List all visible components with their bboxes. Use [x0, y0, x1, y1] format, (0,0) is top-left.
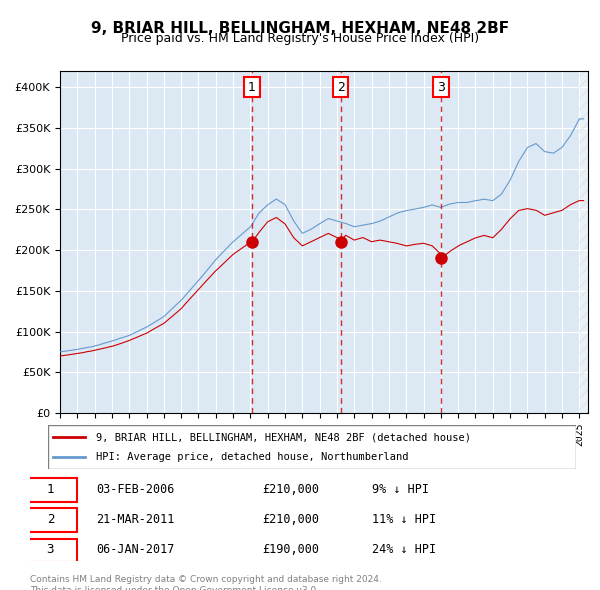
Text: 21-MAR-2011: 21-MAR-2011 [96, 513, 175, 526]
FancyBboxPatch shape [48, 425, 576, 469]
Text: 24% ↓ HPI: 24% ↓ HPI [372, 543, 436, 556]
Text: Contains HM Land Registry data © Crown copyright and database right 2024.
This d: Contains HM Land Registry data © Crown c… [30, 575, 382, 590]
Text: £210,000: £210,000 [262, 513, 319, 526]
Text: 9, BRIAR HILL, BELLINGHAM, HEXHAM, NE48 2BF: 9, BRIAR HILL, BELLINGHAM, HEXHAM, NE48 … [91, 21, 509, 35]
Polygon shape [580, 71, 588, 413]
FancyBboxPatch shape [25, 539, 77, 562]
Text: 9, BRIAR HILL, BELLINGHAM, HEXHAM, NE48 2BF (detached house): 9, BRIAR HILL, BELLINGHAM, HEXHAM, NE48 … [95, 432, 470, 442]
Text: 2: 2 [337, 81, 345, 94]
Text: 1: 1 [248, 81, 256, 94]
Text: 9% ↓ HPI: 9% ↓ HPI [372, 483, 429, 496]
Text: 03-FEB-2006: 03-FEB-2006 [96, 483, 175, 496]
Text: 3: 3 [437, 81, 445, 94]
Text: £190,000: £190,000 [262, 543, 319, 556]
FancyBboxPatch shape [25, 509, 77, 532]
Text: Price paid vs. HM Land Registry's House Price Index (HPI): Price paid vs. HM Land Registry's House … [121, 32, 479, 45]
Text: 3: 3 [47, 543, 54, 556]
Text: 11% ↓ HPI: 11% ↓ HPI [372, 513, 436, 526]
Text: 06-JAN-2017: 06-JAN-2017 [96, 543, 175, 556]
FancyBboxPatch shape [25, 478, 77, 502]
Text: 2: 2 [47, 513, 54, 526]
Text: £210,000: £210,000 [262, 483, 319, 496]
Text: HPI: Average price, detached house, Northumberland: HPI: Average price, detached house, Nort… [95, 452, 408, 461]
Text: 1: 1 [47, 483, 54, 496]
